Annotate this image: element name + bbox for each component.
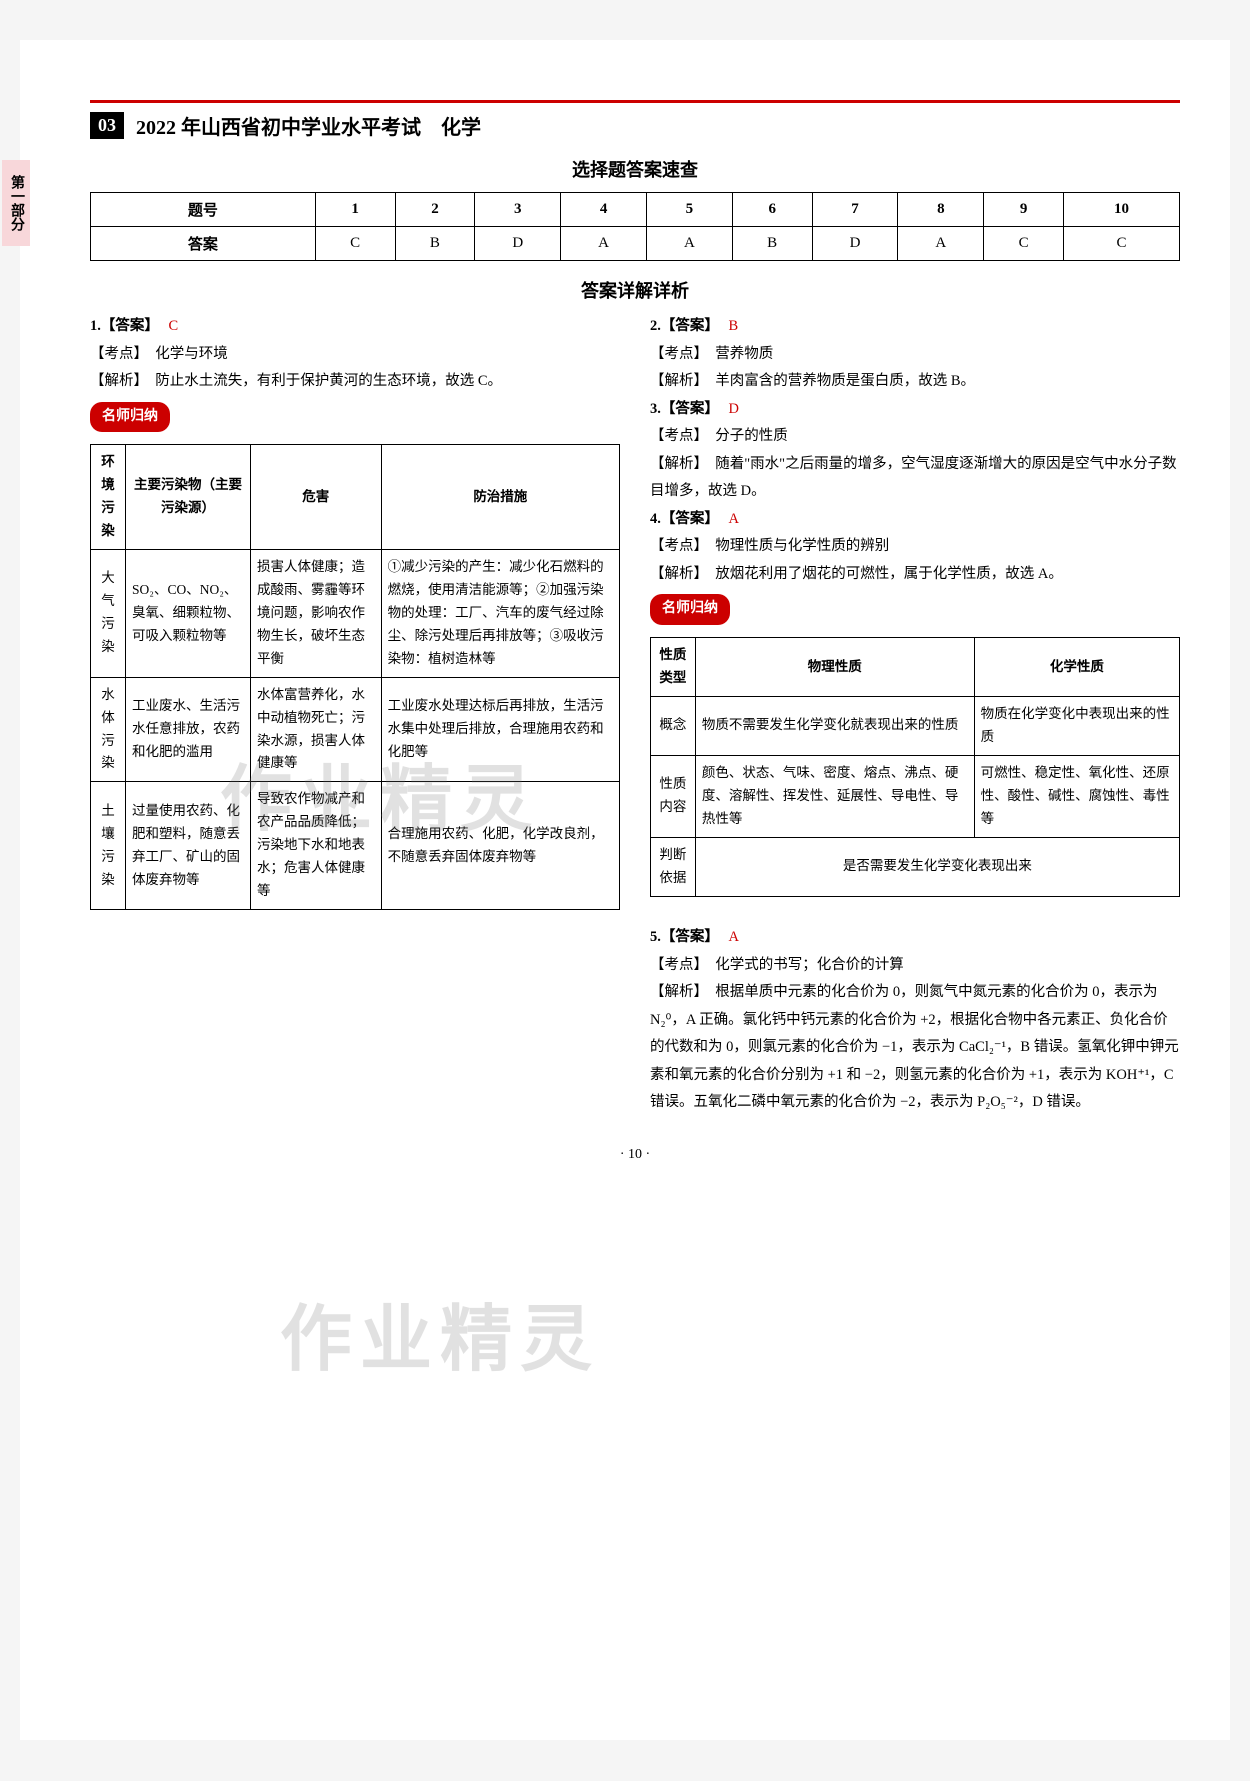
property-table: 性质类型 物理性质 化学性质 概念 物质不需要发生化学变化就表现出来的性质 物质… — [650, 637, 1180, 896]
jiexi-line: 【解析】 防止水土流失，有利于保护黄河的生态环境，故选 C。 — [90, 368, 620, 396]
page-header: 03 2022 年山西省初中学业水平考试 化学 — [90, 111, 1180, 140]
row-label: 题号 — [91, 193, 316, 227]
table-row: 性质类型 物理性质 化学性质 — [651, 638, 1180, 697]
teacher-summary-pill: 名师归纳 — [650, 594, 730, 625]
header-red-line — [90, 100, 1180, 103]
question-answer-line: 1.【答案】 C — [105, 313, 621, 341]
detail-title: 答案详解详析 — [90, 277, 1180, 303]
row-label: 答案 — [91, 227, 316, 261]
teacher-summary-pill: 名师归纳 — [90, 402, 170, 433]
answer-key-table: 题号 1 2 3 4 5 6 7 8 9 10 答案 C B D A A B D… — [90, 192, 1180, 261]
table-row: 判断依据 是否需要发生化学变化表现出来 — [651, 837, 1180, 896]
jiexi-line: 【解析】 根据单质中元素的化合价为 0，则氮气中氮元素的化合价为 0，表示为 N… — [650, 979, 1180, 1117]
question-answer-line: 2.【答案】 B — [665, 313, 1181, 341]
side-tab-part: 第一部分 — [2, 160, 30, 246]
two-column-layout: 1.【答案】 C 【考点】 化学与环境 【解析】 防止水土流失，有利于保护黄河的… — [90, 313, 1180, 1117]
table-row: 大气污染 SO₂、CO、NO₂、臭氧、细颗粒物、可吸入颗粒物等 损害人体健康；造… — [91, 549, 620, 677]
table-row: 水体污染 工业废水、生活污水任意排放，农药和化肥的滥用 水体富营养化，水中动植物… — [91, 677, 620, 782]
kaodian-line: 【考点】 营养物质 — [650, 341, 1180, 369]
question-answer-line: 4.【答案】 A — [665, 506, 1181, 534]
question-answer-line: 5.【答案】 A — [665, 924, 1181, 952]
jiexi-line: 【解析】 放烟花利用了烟花的可燃性，属于化学性质，故选 A。 — [650, 561, 1180, 589]
kaodian-line: 【考点】 化学式的书写；化合价的计算 — [650, 952, 1180, 980]
page-title: 2022 年山西省初中学业水平考试 化学 — [136, 111, 481, 140]
table-row: 土壤污染 过量使用农药、化肥和塑料，随意丢弃工厂、矿山的固体废弃物等 导致农作物… — [91, 782, 620, 910]
table-row: 题号 1 2 3 4 5 6 7 8 9 10 — [91, 193, 1180, 227]
answer-key-title: 选择题答案速查 — [90, 156, 1180, 182]
side-tab-rest: 中考真题卷 — [0, 160, 2, 246]
table-row: 性质内容 颜色、状态、气味、密度、熔点、沸点、硬度、溶解性、挥发性、延展性、导电… — [651, 755, 1180, 837]
badge-number: 03 — [90, 112, 124, 139]
right-column: 2.【答案】 B 【考点】 营养物质 【解析】 羊肉富含的营养物质是蛋白质，故选… — [650, 313, 1180, 1117]
jiexi-line: 【解析】 随着"雨水"之后雨量的增多，空气湿度逐渐增大的原因是空气中水分子数目增… — [650, 451, 1180, 506]
kaodian-line: 【考点】 化学与环境 — [90, 341, 620, 369]
pollution-table: 环境污染 主要污染物（主要污染源） 危害 防治措施 大气污染 SO₂、CO、NO… — [90, 444, 620, 910]
question-answer-line: 3.【答案】 D — [665, 396, 1181, 424]
kaodian-line: 【考点】 物理性质与化学性质的辨别 — [650, 533, 1180, 561]
jiexi-line: 【解析】 羊肉富含的营养物质是蛋白质，故选 B。 — [650, 368, 1180, 396]
page-number: · 10 · — [90, 1147, 1180, 1163]
side-tab: 第一部分 中考真题卷 — [0, 160, 30, 246]
kaodian-line: 【考点】 分子的性质 — [650, 423, 1180, 451]
watermark-text: 作业精灵 — [280, 1280, 600, 1385]
left-column: 1.【答案】 C 【考点】 化学与环境 【解析】 防止水土流失，有利于保护黄河的… — [90, 313, 620, 1117]
table-row: 答案 C B D A A B D A C C — [91, 227, 1180, 261]
table-row: 概念 物质不需要发生化学变化就表现出来的性质 物质在化学变化中表现出来的性质 — [651, 696, 1180, 755]
document-page: 第一部分 中考真题卷 03 2022 年山西省初中学业水平考试 化学 选择题答案… — [20, 40, 1230, 1740]
table-row: 环境污染 主要污染物（主要污染源） 危害 防治措施 — [91, 445, 620, 550]
